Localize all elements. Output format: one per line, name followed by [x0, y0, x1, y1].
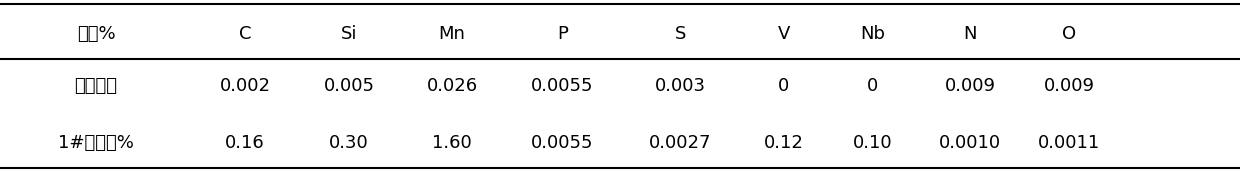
Text: S: S: [675, 25, 686, 43]
Text: 0.0055: 0.0055: [531, 77, 594, 95]
Text: 0.16: 0.16: [224, 134, 265, 152]
Text: 0.009: 0.009: [945, 77, 996, 95]
Text: 0.10: 0.10: [853, 134, 893, 152]
Text: N: N: [963, 25, 977, 43]
Text: 0.0011: 0.0011: [1038, 134, 1101, 152]
Text: V: V: [777, 25, 790, 43]
Text: 0.005: 0.005: [324, 77, 374, 95]
Text: P: P: [557, 25, 568, 43]
Text: 0.0027: 0.0027: [649, 134, 712, 152]
Text: 0.026: 0.026: [427, 77, 477, 95]
Text: 1#品种钢%: 1#品种钢%: [58, 134, 134, 152]
Text: Nb: Nb: [861, 25, 885, 43]
Text: 工业纯铁: 工业纯铁: [74, 77, 118, 95]
Text: 0: 0: [777, 77, 790, 95]
Text: 元素%: 元素%: [77, 25, 115, 43]
Text: 1.60: 1.60: [432, 134, 472, 152]
Text: C: C: [238, 25, 252, 43]
Text: 0.002: 0.002: [219, 77, 270, 95]
Text: 0.0010: 0.0010: [939, 134, 1002, 152]
Text: O: O: [1063, 25, 1076, 43]
Text: 0.009: 0.009: [1044, 77, 1095, 95]
Text: Mn: Mn: [439, 25, 465, 43]
Text: 0.30: 0.30: [329, 134, 370, 152]
Text: 0.12: 0.12: [764, 134, 804, 152]
Text: Si: Si: [341, 25, 357, 43]
Text: 0.003: 0.003: [655, 77, 706, 95]
Text: 0.0055: 0.0055: [531, 134, 594, 152]
Text: 0: 0: [867, 77, 879, 95]
